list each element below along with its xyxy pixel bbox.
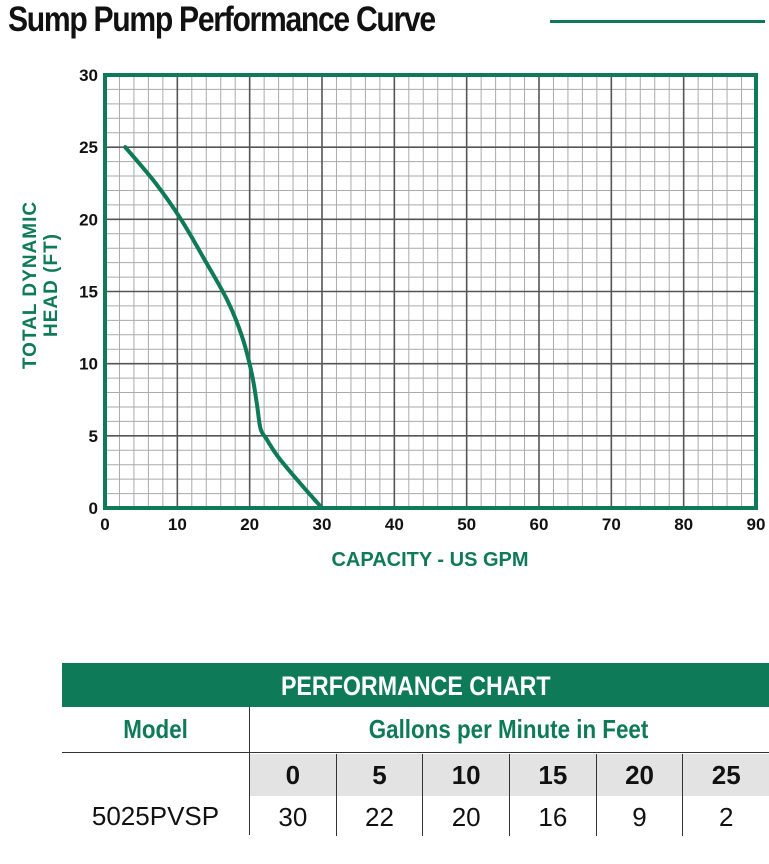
table-label-row: Model Gallons per Minute in Feet — [62, 707, 769, 753]
head-cell: 15 — [509, 754, 596, 796]
gpm-cell: 16 — [509, 796, 596, 836]
y-tick-label: 30 — [79, 66, 98, 85]
x-tick-label: 30 — [313, 515, 332, 534]
performance-curve-line — [123, 145, 324, 510]
y-tick-label: 20 — [79, 210, 98, 229]
x-tick-label: 40 — [385, 515, 404, 534]
gpm-column-label: Gallons per Minute in Feet — [369, 714, 649, 744]
x-tick-label: 60 — [530, 515, 549, 534]
performance-table: PERFORMANCE CHART Model Gallons per Minu… — [62, 663, 769, 836]
y-tick-label: 15 — [79, 283, 98, 302]
chart-title: Sump Pump Performance Curve — [8, 0, 436, 39]
head-cell: 25 — [682, 754, 769, 796]
table-header: PERFORMANCE CHART — [62, 663, 769, 707]
title-rule — [550, 20, 765, 23]
head-cell: 5 — [335, 754, 423, 796]
head-values-row: 0 5 10 15 20 25 — [250, 754, 769, 796]
head-cell: 10 — [422, 754, 509, 796]
x-tick-label: 90 — [747, 515, 766, 534]
gpm-cell: 9 — [595, 796, 683, 836]
y-tick-label: 10 — [79, 355, 98, 374]
x-tick-label: 10 — [168, 515, 187, 534]
gpm-cell: 22 — [335, 796, 423, 836]
x-tick-label: 0 — [100, 515, 109, 534]
y-tick-label: 5 — [89, 427, 98, 446]
x-tick-label: 70 — [602, 515, 621, 534]
gpm-cell: 20 — [422, 796, 509, 836]
head-cell: 0 — [285, 760, 301, 790]
x-tick-label: 80 — [674, 515, 693, 534]
y-axis-label: HEAD (FT) — [41, 233, 62, 337]
table-divider — [249, 707, 250, 835]
y-axis-label: TOTAL DYNAMIC — [20, 201, 41, 369]
plot-frame — [103, 73, 758, 510]
y-tick-label: 0 — [89, 499, 98, 518]
gpm-cell: 2 — [682, 796, 769, 836]
gpm-values-row: 30 22 20 16 9 2 — [250, 796, 769, 836]
gpm-cell: 30 — [278, 802, 308, 832]
x-axis-label: CAPACITY - US GPM — [331, 549, 528, 571]
x-tick-label: 50 — [457, 515, 476, 534]
head-cell: 20 — [595, 754, 683, 796]
model-column-label: Model — [123, 714, 188, 744]
x-tick-label: 20 — [240, 515, 259, 534]
model-name: 5025PVSP — [91, 801, 220, 831]
y-tick-label: 25 — [79, 138, 98, 157]
performance-curve-chart: 0 10 20 30 40 50 60 70 80 90 0 5 10 15 20 25 30 CAPACITY … — [20, 66, 766, 571]
